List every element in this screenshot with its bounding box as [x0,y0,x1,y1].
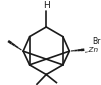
Text: H: H [43,1,50,10]
Text: ,,Zn: ,,Zn [85,47,99,53]
Text: Br: Br [93,37,101,46]
